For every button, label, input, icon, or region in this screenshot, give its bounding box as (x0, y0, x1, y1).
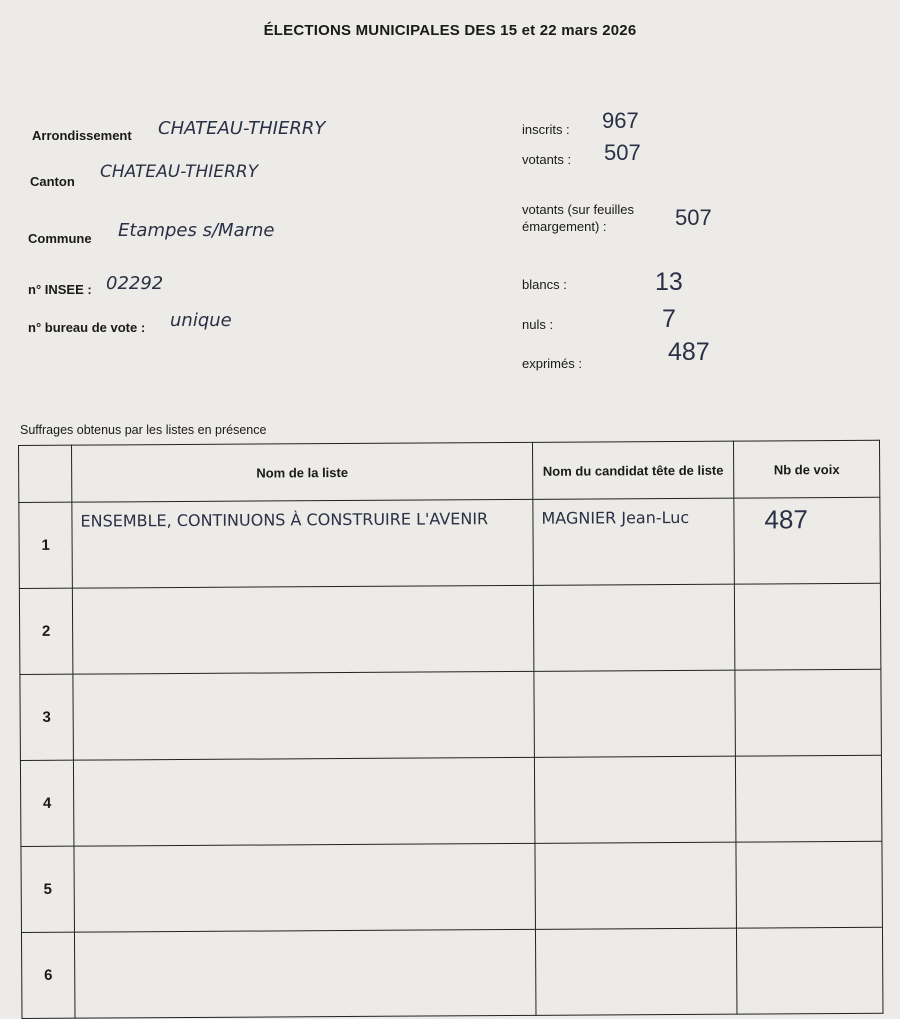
liste-name (74, 929, 536, 1019)
table-header-row: Nom de la liste Nom du candidat tête de … (18, 440, 880, 503)
exprimes-value: 487 (668, 338, 710, 366)
inscrits-value: 967 (602, 108, 639, 133)
row-number: 4 (20, 760, 74, 847)
table-row: 2 (19, 583, 881, 675)
table-row: 3 (19, 669, 882, 761)
candidat-name (535, 928, 737, 1016)
arrondissement-value: CHATEAU-THIERRY (158, 118, 326, 139)
header-num (18, 445, 72, 503)
candidat-name (533, 670, 736, 758)
votants-emargement-value: 507 (675, 205, 712, 230)
table-row: 6 (21, 927, 883, 1019)
candidat-name: MAGNIER Jean-Luc (532, 498, 735, 586)
liste-name: ENSEMBLE, CONTINUONS À CONSTRUIRE L'AVEN… (71, 499, 534, 589)
row-number: 2 (19, 588, 73, 675)
exprimes-label: exprimés : (522, 356, 582, 371)
votes-count: 487 (733, 497, 881, 585)
liste-name (73, 757, 535, 847)
blancs-label: blancs : (522, 277, 567, 292)
inscrits-label: inscrits : (522, 122, 570, 137)
row-number: 5 (20, 846, 75, 933)
votes-count (735, 755, 882, 843)
results-table: Nom de la liste Nom du candidat tête de … (18, 440, 883, 1019)
votants-emargement-label: votants (sur feuilles émargement) : (522, 202, 634, 234)
row-number: 3 (19, 674, 74, 761)
votes-count (734, 669, 882, 757)
canton-value: CHATEAU-THIERRY (100, 162, 259, 182)
liste-name (73, 843, 536, 933)
canton-label: Canton (30, 174, 75, 189)
header-liste: Nom de la liste (71, 442, 533, 503)
table-row: 4 (20, 755, 882, 847)
votants-value: 507 (604, 140, 641, 165)
candidat-name (534, 756, 736, 844)
bureau-label: n° bureau de vote : (28, 320, 146, 335)
votants-label: votants : (522, 152, 572, 167)
candidat-name (533, 584, 735, 672)
insee-label: n° INSEE : (28, 282, 92, 297)
arrondissement-label: Arrondissement (32, 128, 132, 143)
votes-count (734, 583, 881, 671)
candidat-name (534, 842, 737, 930)
table-caption: Suffrages obtenus par les listes en prés… (20, 423, 267, 437)
document-title: ÉLECTIONS MUNICIPALES DES 15 et 22 mars … (263, 22, 637, 39)
votes-count (735, 841, 883, 929)
commune-label: Commune (28, 231, 92, 246)
blancs-value: 13 (655, 268, 683, 296)
table-row: 1 ENSEMBLE, CONTINUONS À CONSTRUIRE L'AV… (18, 497, 881, 589)
liste-name (72, 585, 534, 675)
header-voix: Nb de voix (733, 440, 880, 499)
votes-count (736, 927, 883, 1015)
row-number: 1 (18, 502, 73, 589)
insee-value: 02292 (106, 273, 164, 294)
header-candidat: Nom du candidat tête de liste (532, 441, 734, 500)
table-row: 5 (20, 841, 883, 933)
commune-value: Etampes s/Marne (118, 220, 275, 241)
row-number: 6 (21, 932, 76, 1019)
liste-name (72, 671, 535, 761)
nuls-label: nuls : (522, 317, 554, 332)
bureau-value: unique (170, 310, 232, 331)
nuls-value: 7 (662, 305, 676, 333)
